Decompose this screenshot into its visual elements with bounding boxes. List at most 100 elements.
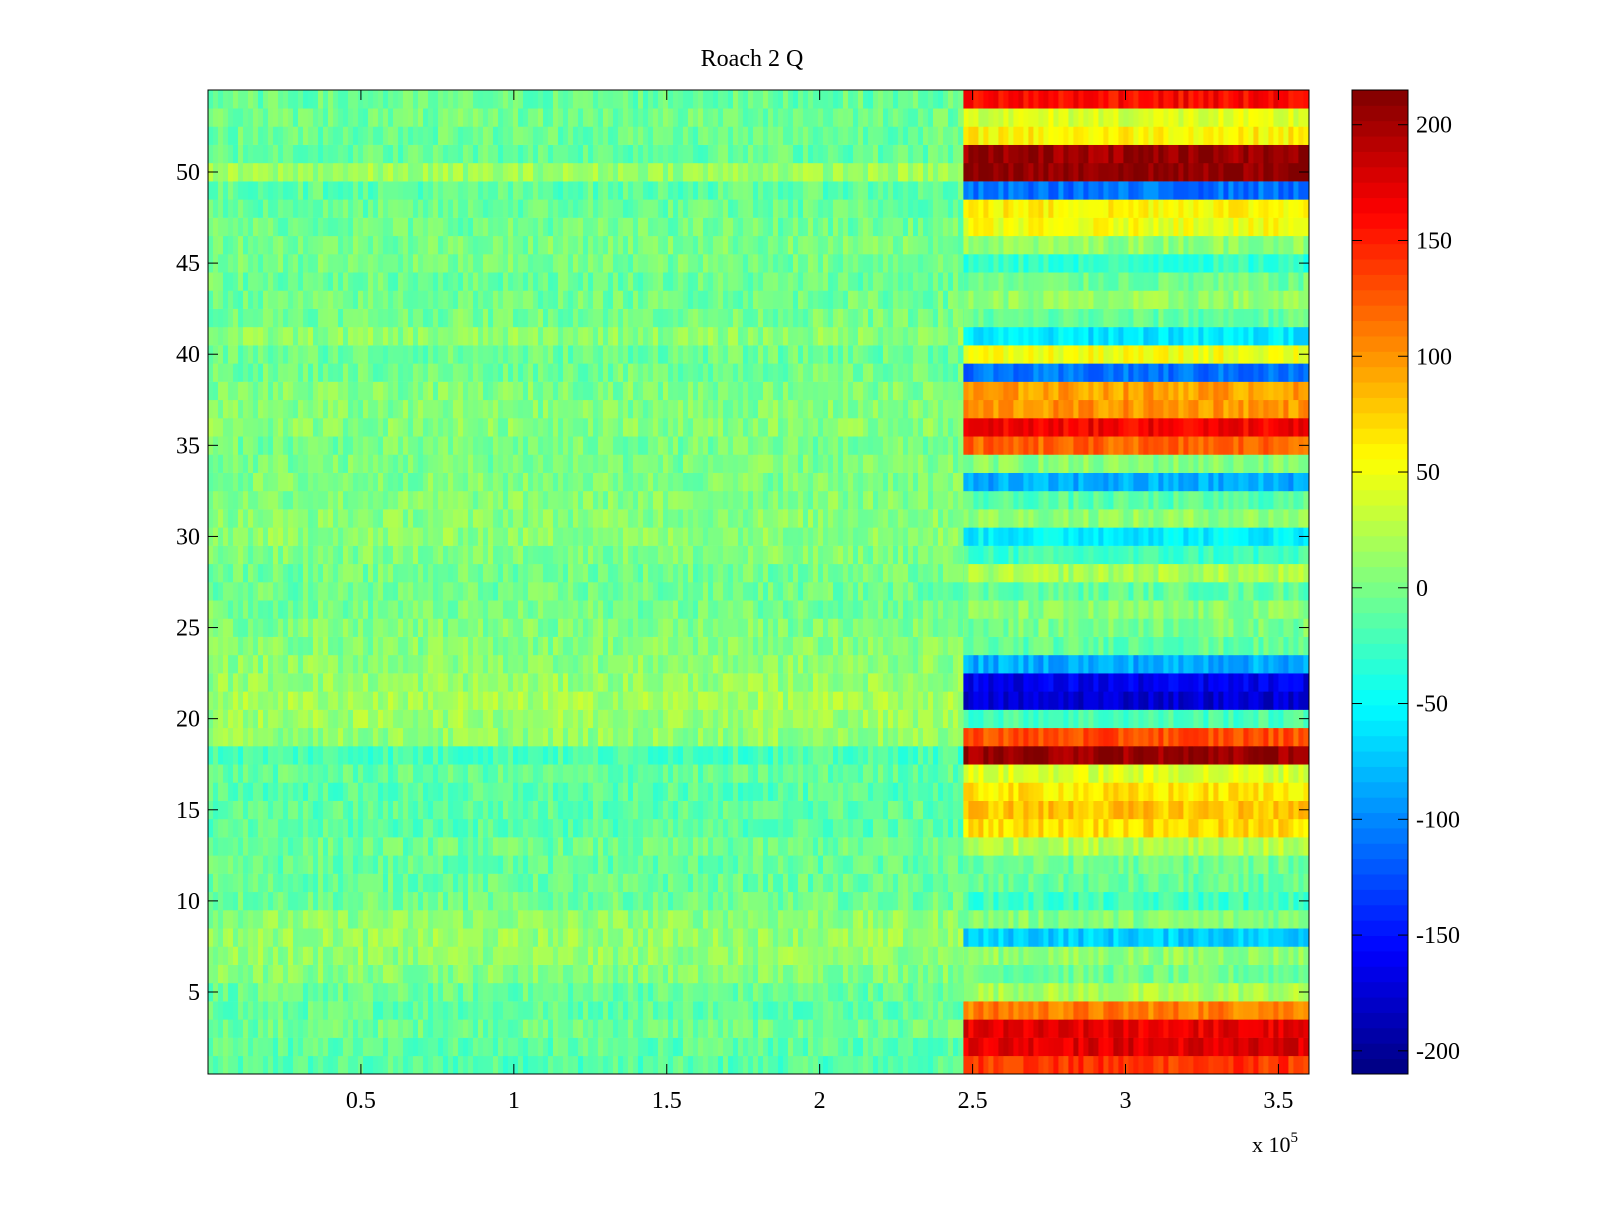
heatmap-cell xyxy=(838,910,844,929)
heatmap-cell xyxy=(393,964,399,984)
heatmap-cell xyxy=(448,910,454,929)
heatmap-cell xyxy=(383,746,389,765)
heatmap-cell xyxy=(1203,727,1209,747)
heatmap-cell xyxy=(868,746,874,765)
heatmap-cell xyxy=(993,928,999,947)
heatmap-cell xyxy=(413,764,419,783)
heatmap-cell xyxy=(578,982,584,1002)
heatmap-cell xyxy=(438,800,444,820)
heatmap-cell xyxy=(1108,1019,1114,1038)
heatmap-cell xyxy=(933,1019,939,1038)
heatmap-cell xyxy=(893,873,899,893)
heatmap-cell xyxy=(318,982,324,1002)
heatmap-cell xyxy=(1273,1001,1279,1020)
heatmap-cell xyxy=(528,855,534,874)
heatmap-cell xyxy=(1063,1055,1069,1075)
heatmap-cell xyxy=(353,1019,359,1038)
heatmap-cell xyxy=(353,1001,359,1020)
heatmap-cell xyxy=(1178,818,1184,838)
heatmap-cell xyxy=(743,910,749,929)
heatmap-cell xyxy=(573,964,579,984)
heatmap-cell xyxy=(758,818,764,838)
heatmap-cell xyxy=(1203,1001,1209,1020)
heatmap-cell xyxy=(1263,891,1269,911)
heatmap-cell xyxy=(213,1037,219,1057)
heatmap-cell xyxy=(1203,946,1209,965)
heatmap-cell xyxy=(1263,873,1269,893)
heatmap-cell xyxy=(373,946,379,965)
heatmap-cell xyxy=(233,873,239,893)
heatmap-cell xyxy=(388,910,394,929)
heatmap-cell xyxy=(1258,873,1264,893)
heatmap-cell xyxy=(1298,1037,1304,1057)
heatmap-cell xyxy=(733,800,739,820)
heatmap-cell xyxy=(813,709,819,729)
heatmap-cell xyxy=(993,709,999,729)
heatmap-cell xyxy=(713,1019,719,1038)
heatmap-cell xyxy=(873,910,879,929)
heatmap-cell xyxy=(508,673,514,692)
heatmap-cell xyxy=(228,673,234,692)
heatmap-cell xyxy=(368,673,374,692)
heatmap-cell xyxy=(458,982,464,1002)
heatmap-cell xyxy=(788,964,794,984)
heatmap-cell xyxy=(533,1055,539,1075)
heatmap-cell xyxy=(533,818,539,838)
heatmap-cell xyxy=(693,782,699,801)
heatmap-cell xyxy=(563,1055,569,1075)
heatmap-cell xyxy=(798,727,804,747)
heatmap-cell xyxy=(998,837,1004,856)
heatmap-cell xyxy=(968,673,974,692)
heatmap-cell xyxy=(898,837,904,856)
heatmap-cell xyxy=(923,1037,929,1057)
heatmap-cell xyxy=(648,946,654,965)
heatmap-cell xyxy=(378,800,384,820)
heatmap-cell xyxy=(1148,673,1154,692)
heatmap-cell xyxy=(668,982,674,1002)
heatmap-cell xyxy=(683,982,689,1002)
heatmap-cell xyxy=(588,891,594,911)
heatmap-cell xyxy=(1293,891,1299,911)
heatmap-cell xyxy=(1118,727,1124,747)
heatmap-cell xyxy=(423,654,429,674)
heatmap-cell xyxy=(538,982,544,1002)
heatmap-cell xyxy=(213,964,219,984)
heatmap-cell xyxy=(338,873,344,893)
heatmap-cell xyxy=(688,764,694,783)
heatmap-cell xyxy=(228,873,234,893)
heatmap-cell xyxy=(788,1001,794,1020)
heatmap-cell xyxy=(728,654,734,674)
heatmap-cell xyxy=(568,1001,574,1020)
heatmap-cell xyxy=(438,891,444,911)
heatmap-cell xyxy=(368,982,374,1002)
heatmap-cell xyxy=(443,709,449,729)
heatmap-cell xyxy=(1043,946,1049,965)
heatmap-cell xyxy=(953,1037,959,1057)
heatmap-cell xyxy=(838,1019,844,1038)
heatmap-cell xyxy=(933,709,939,729)
heatmap-cell xyxy=(873,727,879,747)
heatmap-cell xyxy=(333,1001,339,1020)
heatmap-cell xyxy=(1153,764,1159,783)
heatmap-cell xyxy=(408,709,414,729)
heatmap-cell xyxy=(748,928,754,947)
heatmap-cell xyxy=(433,928,439,947)
heatmap-cell xyxy=(908,855,914,874)
heatmap-cell xyxy=(933,800,939,820)
heatmap-cell xyxy=(968,709,974,729)
heatmap-cell xyxy=(393,673,399,692)
heatmap-cell xyxy=(773,982,779,1002)
heatmap-cell xyxy=(1023,818,1029,838)
heatmap-cell xyxy=(668,891,674,911)
heatmap-cell xyxy=(623,891,629,911)
heatmap-cell xyxy=(318,855,324,874)
heatmap-cell xyxy=(908,764,914,783)
heatmap-cell xyxy=(663,709,669,729)
heatmap-cell xyxy=(953,946,959,965)
heatmap-cell xyxy=(503,910,509,929)
heatmap-cell xyxy=(1038,873,1044,893)
heatmap-cell xyxy=(273,818,279,838)
heatmap-cell xyxy=(383,891,389,911)
heatmap-cell xyxy=(358,928,364,947)
heatmap-cell xyxy=(503,818,509,838)
